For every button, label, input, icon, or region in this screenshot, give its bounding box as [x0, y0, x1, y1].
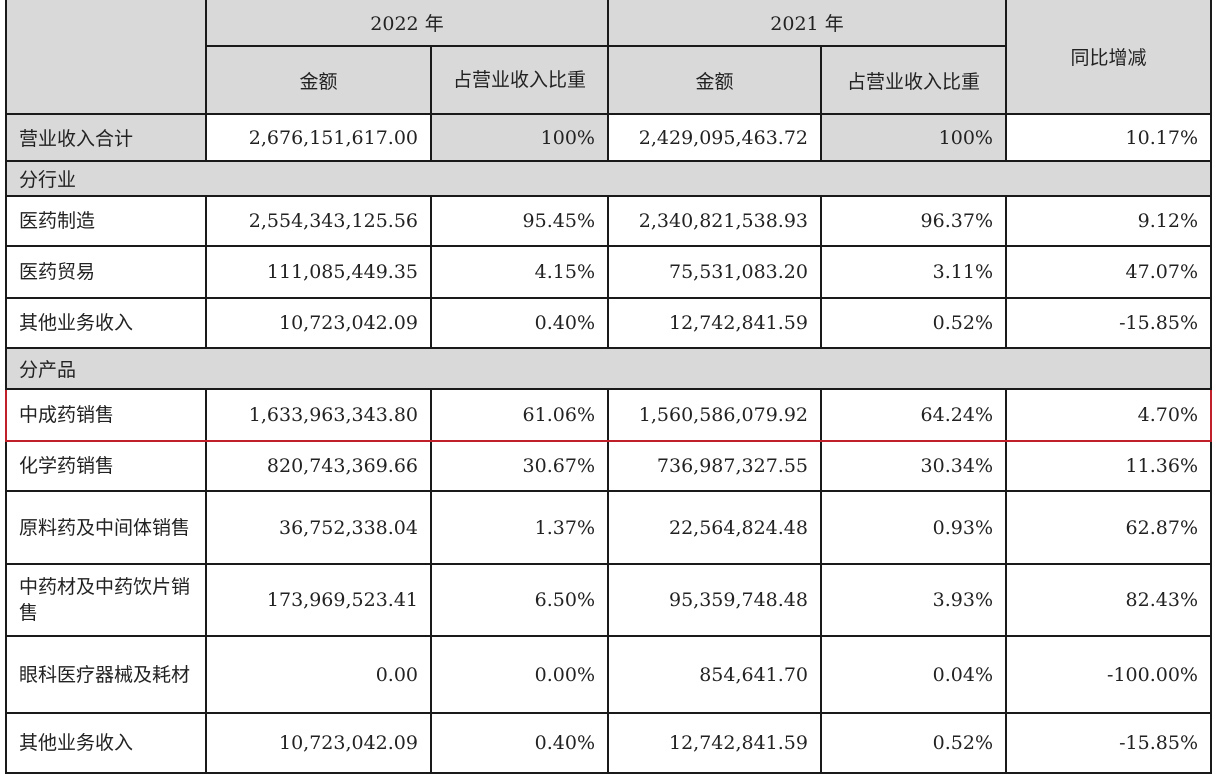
table-row: 化学药销售 820,743,369.66 30.67% 736,987,327.55 3…	[5, 440, 1212, 492]
row-label: 中药材及中药饮片销售	[5, 563, 207, 637]
amount-2022: 1,633,963,343.80	[205, 388, 432, 442]
share-2021: 0.52%	[820, 712, 1007, 774]
amount-2022: 36,752,338.04	[205, 490, 432, 565]
header-row-years: 2022 年 2021 年 同比增减	[5, 0, 1212, 115]
revenue-table: 2022 年 2021 年 同比增减 金额 占营业收入比重 金额 占营业收入比重…	[5, 0, 1212, 774]
yoy-change: 82.43%	[1005, 563, 1212, 637]
amount-2022: 10,723,042.09	[205, 712, 432, 774]
row-label: 其他业务收入	[5, 297, 207, 349]
header-amount-2021: 金额	[607, 45, 822, 115]
header-blank-cell	[5, 0, 207, 115]
row-label: 眼科医疗器械及耗材	[5, 635, 207, 714]
share-2022: 61.06%	[430, 388, 609, 442]
yoy-change: 4.70%	[1005, 388, 1212, 442]
share-2022: 0.40%	[430, 712, 609, 774]
row-label: 营业收入合计	[5, 113, 207, 162]
table-row: 医药贸易 111,085,449.35 4.15% 75,531,083.20 3.11…	[5, 245, 1212, 299]
amount-2021: 2,340,821,538.93	[607, 195, 822, 247]
amount-2022: 111,085,449.35	[205, 245, 432, 299]
table-row: 眼科医疗器械及耗材 0.00 0.00% 854,641.70 0.04% -100.00…	[5, 635, 1212, 714]
share-2021: 30.34%	[820, 440, 1007, 492]
share-2021: 96.37%	[820, 195, 1007, 247]
amount-2022: 2,554,343,125.56	[205, 195, 432, 247]
header-2021: 2021 年	[607, 0, 1007, 47]
header-share-2022: 占营业收入比重	[430, 45, 609, 115]
amount-2021: 95,359,748.48	[607, 563, 822, 637]
amount-2021: 22,564,824.48	[607, 490, 822, 565]
amount-2021: 854,641.70	[607, 635, 822, 714]
amount-2021: 736,987,327.55	[607, 440, 822, 492]
row-label: 化学药销售	[5, 440, 207, 492]
yoy-change: -15.85%	[1005, 297, 1212, 349]
share-2022: 100%	[430, 113, 609, 162]
row-label: 原料药及中间体销售	[5, 490, 207, 565]
yoy-change: 11.36%	[1005, 440, 1212, 492]
share-2021: 64.24%	[820, 388, 1007, 442]
amount-2021: 12,742,841.59	[607, 297, 822, 349]
share-2022: 0.00%	[430, 635, 609, 714]
amount-2022: 2,676,151,617.00	[205, 113, 432, 162]
share-2022: 95.45%	[430, 195, 609, 247]
table-row: 其他业务收入 10,723,042.09 0.40% 12,742,841.59 0.5…	[5, 712, 1212, 774]
share-2022: 6.50%	[430, 563, 609, 637]
amount-2021: 12,742,841.59	[607, 712, 822, 774]
header-yoy: 同比增减	[1005, 0, 1212, 115]
share-2021: 0.52%	[820, 297, 1007, 349]
amount-2021: 75,531,083.20	[607, 245, 822, 299]
table-row: 其他业务收入 10,723,042.09 0.40% 12,742,841.59 0.5…	[5, 297, 1212, 349]
amount-2022: 0.00	[205, 635, 432, 714]
table-row: 中成药销售 1,633,963,343.80 61.06% 1,560,586,079…	[5, 388, 1212, 442]
amount-2021: 2,429,095,463.72	[607, 113, 822, 162]
section-label: 分行业	[5, 160, 1212, 197]
table-row: 中药材及中药饮片销售 173,969,523.41 6.50% 95,359,748.…	[5, 563, 1212, 637]
yoy-change: 62.87%	[1005, 490, 1212, 565]
header-amount-2022: 金额	[205, 45, 432, 115]
table-row: 医药制造 2,554,343,125.56 95.45% 2,340,821,538.…	[5, 195, 1212, 247]
row-label: 医药贸易	[5, 245, 207, 299]
table-row: 原料药及中间体销售 36,752,338.04 1.37% 22,564,824.48…	[5, 490, 1212, 565]
section-industry-row: 分行业	[5, 160, 1212, 197]
yoy-change: 47.07%	[1005, 245, 1212, 299]
total-row: 营业收入合计 2,676,151,617.00 100% 2,429,095,4…	[5, 113, 1212, 162]
share-2022: 1.37%	[430, 490, 609, 565]
header-share-2021: 占营业收入比重	[820, 45, 1007, 115]
share-2021: 100%	[820, 113, 1007, 162]
share-2022: 0.40%	[430, 297, 609, 349]
amount-2022: 10,723,042.09	[205, 297, 432, 349]
amount-2021: 1,560,586,079.92	[607, 388, 822, 442]
amount-2022: 820,743,369.66	[205, 440, 432, 492]
row-label: 中成药销售	[5, 388, 207, 442]
share-2021: 0.04%	[820, 635, 1007, 714]
row-label: 其他业务收入	[5, 712, 207, 774]
share-2022: 4.15%	[430, 245, 609, 299]
yoy-change: 10.17%	[1005, 113, 1212, 162]
share-2022: 30.67%	[430, 440, 609, 492]
section-label: 分产品	[5, 347, 1212, 390]
share-2021: 3.93%	[820, 563, 1007, 637]
share-2021: 3.11%	[820, 245, 1007, 299]
share-2021: 0.93%	[820, 490, 1007, 565]
header-2022: 2022 年	[205, 0, 609, 47]
yoy-change: -100.00%	[1005, 635, 1212, 714]
section-product-row: 分产品	[5, 347, 1212, 390]
header-row-columns: 金额 占营业收入比重 金额 占营业收入比重	[6, 45, 1211, 115]
yoy-change: 9.12%	[1005, 195, 1212, 247]
yoy-change: -15.85%	[1005, 712, 1212, 774]
amount-2022: 173,969,523.41	[205, 563, 432, 637]
row-label: 医药制造	[5, 195, 207, 247]
